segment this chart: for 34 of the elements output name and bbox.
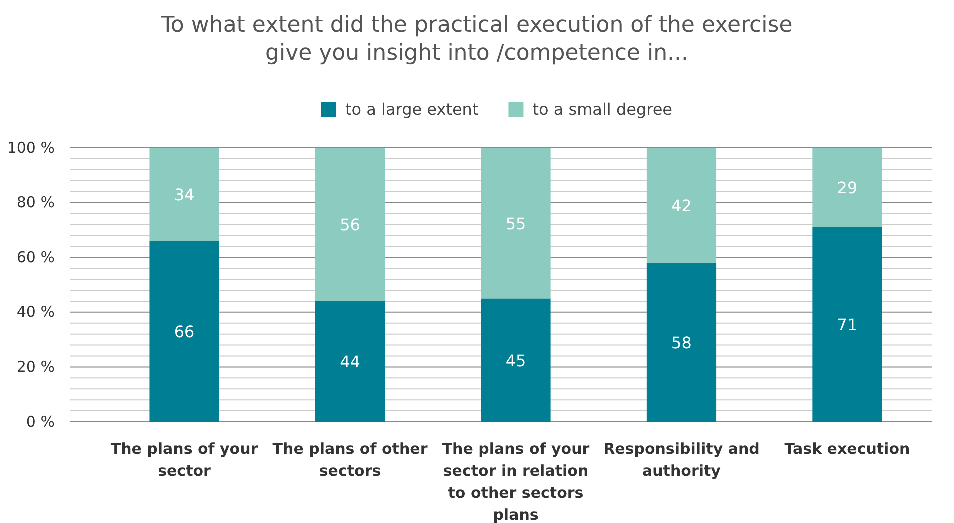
data-label: 45 [506, 351, 526, 370]
data-label: 58 [672, 334, 692, 353]
data-label: 66 [174, 322, 195, 342]
x-tick-label: The plans of your sector in relation to other sectors plans [442, 440, 590, 523]
bar [481, 298, 551, 422]
chart-title: To what extent did the practical execution of the exercise give you insight into /competence in... [160, 13, 793, 66]
data-label: 56 [340, 216, 360, 235]
bar [812, 148, 882, 228]
data-label: 55 [506, 214, 526, 234]
legend-label: to a small degree [532, 100, 673, 119]
bar [150, 148, 220, 242]
data-label: 44 [340, 352, 360, 372]
x-tick-label: The plans of your sector [110, 440, 259, 480]
bar [812, 227, 882, 422]
legend-label: to a large extent [345, 100, 479, 119]
bar [315, 148, 386, 302]
y-tick-label: 0 % [26, 412, 55, 431]
x-tick-label: Responsibility and authority [604, 440, 760, 480]
bar [481, 148, 551, 299]
y-tick-label: 20 % [16, 358, 55, 376]
bar [315, 301, 386, 422]
y-tick-label: 80 % [16, 194, 55, 212]
bar [646, 148, 717, 264]
x-tick-label: Task execution [784, 440, 910, 458]
bar [646, 263, 717, 422]
y-tick-label: 60 % [16, 248, 55, 266]
data-label: 42 [672, 196, 692, 216]
x-tick-label: The plans of other sectors [272, 440, 428, 480]
data-label: 34 [174, 186, 195, 205]
y-tick-label: 40 % [16, 303, 55, 322]
data-label: 71 [837, 316, 858, 335]
bar [150, 241, 220, 422]
data-label: 29 [837, 178, 858, 198]
y-tick-label: 100 % [7, 138, 55, 157]
